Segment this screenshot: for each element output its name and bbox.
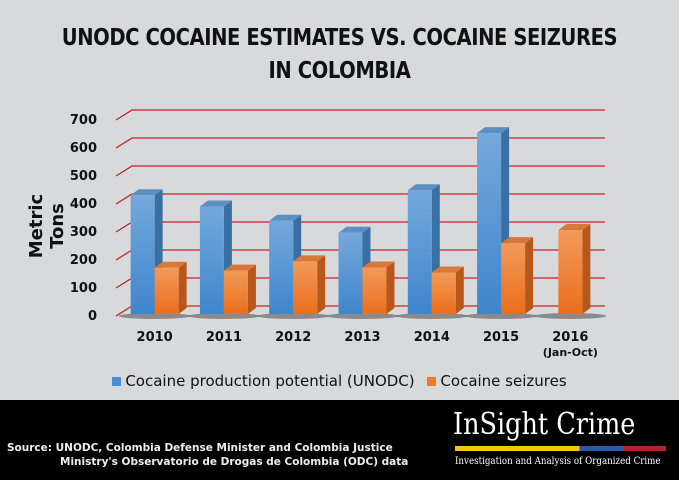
bar-top [154,261,187,268]
title-line-2: IN COLOMBIA [268,58,411,84]
bar-seizures-2016 [558,230,583,314]
x-tick-label: 2016 [552,330,588,345]
bar-side [582,224,591,314]
footer: Source: UNODC, Colombia Defense Minister… [0,400,679,480]
gridline [115,193,605,205]
y-tick-label: 500 [70,169,97,184]
bar-seizures-2011 [223,270,248,314]
x-tick-label: 2015 [483,330,519,345]
bar-top [362,261,395,268]
x-tick-label: 2011 [206,330,242,345]
bar-top [338,226,371,233]
bar-production-2010 [130,195,155,314]
y-tick-label: 700 [70,113,97,128]
bar-chart: 0 100 200 300 400 500 600 700 2010 2011 2012 2013 20… [70,109,607,359]
source-line: Ministry's Observatorio de Drogas de Col… [60,456,409,468]
gridline [115,109,605,121]
bar-side [455,266,464,314]
bar-shadow [465,313,538,319]
legend-item-seizures: Cocaine seizures [427,372,567,390]
legend-swatch [427,377,437,386]
bar-production-2015 [477,133,502,314]
bar-top [407,184,440,191]
x-tick-label: 2010 [137,330,173,345]
bar-top [501,237,534,244]
x-tick-label: 2013 [344,330,380,345]
bar-top [558,224,591,230]
bar-top [223,264,256,271]
bar-side [525,237,534,314]
bar-shadow [534,313,607,319]
bar-side [386,261,395,314]
bar-top [293,255,326,262]
logo-color-bar [455,446,666,451]
bar-top [431,266,464,273]
x-tick-label: 2014 [414,330,450,345]
x-tick-label: 2012 [275,330,311,345]
brand-logo: InSight Crime [453,407,636,442]
bar-side [178,261,187,314]
y-tick-label: 100 [70,281,97,296]
bar-top [477,127,510,134]
gridline [115,137,605,149]
bar-seizures-2013 [362,267,387,314]
bar-production-2014 [407,190,432,314]
legend: Cocaine production potential (UNODC) Coc… [0,372,679,390]
bar-production-2011 [199,206,224,314]
bar-top [269,214,302,221]
y-tick-label: 0 [88,309,97,324]
y-tick-label: 300 [70,225,97,240]
bar-top [130,189,163,196]
legend-swatch [112,377,122,386]
legend-label: Cocaine production potential (UNODC) [125,372,415,390]
bar-shadow [395,313,468,319]
legend-item-production: Cocaine production potential (UNODC) [112,372,415,390]
source-line: Source: UNODC, Colombia Defense Minister… [7,442,393,454]
bar-shadow [187,313,260,319]
chart-title: UNODC COCAINE ESTIMATES VS. COCAINE SEIZ… [51,22,628,88]
gridline [115,165,605,177]
bar-shadow [257,313,330,319]
y-tick-label: 200 [70,253,97,268]
bar-side [317,255,326,314]
source-note: Source: UNODC, Colombia Defense Minister… [7,441,408,469]
y-tick-label: 600 [70,141,97,156]
brand-tagline: Investigation and Analysis of Organized … [455,456,661,467]
bar-production-2013 [338,232,363,314]
bar-seizures-2010 [154,267,179,314]
bar-shadow [326,313,399,319]
bar-shadow [118,313,191,319]
bar-side [247,264,256,314]
bar-seizures-2015 [501,243,526,314]
legend-label: Cocaine seizures [440,372,567,390]
y-tick-label: 400 [70,197,97,212]
bar-seizures-2012 [293,261,318,314]
bar-top [199,200,232,207]
x-tick-sublabel: (Jan-Oct) [543,346,598,359]
bar-seizures-2014 [431,272,456,314]
title-line-1: UNODC COCAINE ESTIMATES VS. COCAINE SEIZ… [61,25,618,51]
bar-production-2012 [269,220,294,314]
